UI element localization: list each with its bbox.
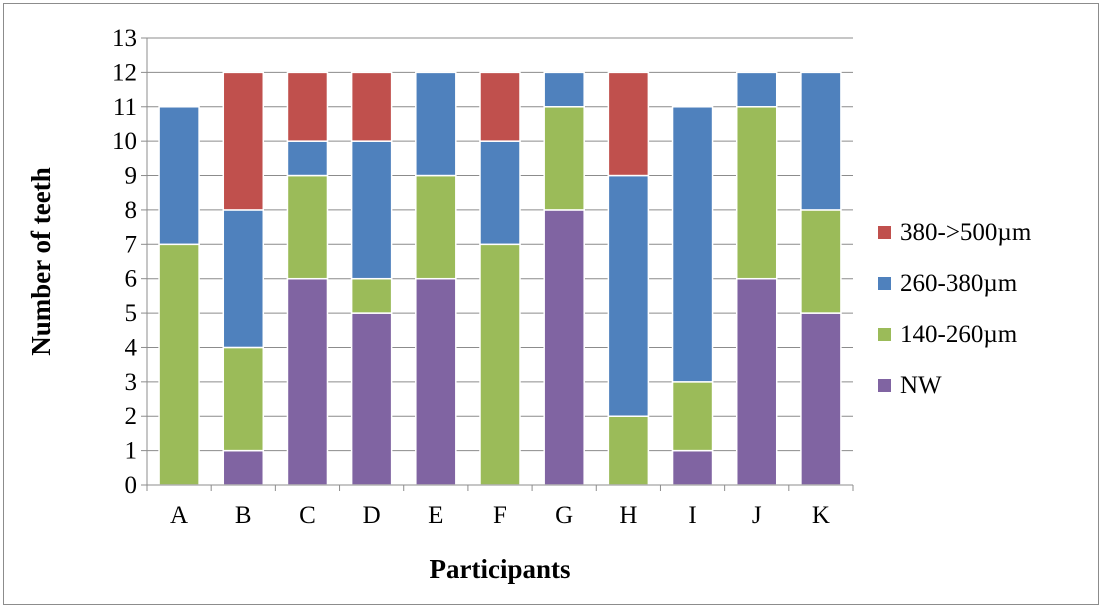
bar-segment (222, 346, 265, 452)
bar-segment (607, 71, 650, 177)
bar-segment (671, 449, 714, 486)
y-tick-label: 13 (112, 25, 137, 52)
bar-segment (415, 71, 457, 177)
legend: 380->500µm 260-380µm 140-260µm NW (878, 219, 1032, 399)
bar-segment (607, 415, 650, 486)
y-tick-label: 7 (125, 231, 138, 258)
x-tick-label: K (812, 502, 830, 529)
x-tick-label: G (555, 502, 573, 529)
bar-segment (735, 71, 778, 108)
legend-swatch (878, 379, 891, 392)
bar-segment (158, 243, 200, 486)
y-tick-label: 10 (112, 128, 137, 155)
x-tick-label: J (752, 502, 762, 529)
x-tick-label: D (363, 502, 381, 529)
x-tick-label: C (299, 502, 316, 529)
bar-segment (158, 106, 200, 246)
bar-segment (735, 106, 778, 280)
bars (158, 71, 842, 486)
bar-segment (222, 71, 265, 211)
bar-segment (479, 71, 521, 142)
bar-segment (543, 106, 585, 211)
y-tick-label: 12 (112, 59, 137, 86)
y-tick-label: 5 (125, 300, 138, 327)
bar-segment (222, 209, 265, 349)
y-tick-label: 1 (125, 438, 138, 465)
x-tick-labels: A B C D E F G H I J K (170, 502, 830, 529)
bar-segment (479, 140, 521, 246)
bar-segment (286, 71, 329, 142)
bar-segment (350, 277, 393, 314)
x-axis-title: Participants (430, 554, 571, 584)
legend-label: 260-380µm (900, 270, 1018, 297)
x-tick-label: E (428, 502, 443, 529)
bar-segment (415, 277, 457, 486)
y-tick-label: 9 (125, 163, 138, 190)
y-tick-label: 2 (125, 403, 138, 430)
axes (141, 37, 854, 491)
x-tick-label: F (493, 502, 507, 529)
bar-segment (286, 277, 329, 486)
bar-segment (415, 174, 457, 280)
legend-swatch (878, 277, 891, 290)
y-tick-label: 6 (125, 266, 138, 293)
x-tick-label: B (235, 502, 252, 529)
bar-segment (286, 140, 329, 177)
bar-segment (543, 209, 585, 486)
y-tick-label: 0 (125, 472, 138, 499)
x-tick-label: A (170, 502, 188, 529)
bar-segment (671, 381, 714, 452)
bar-segment (800, 209, 842, 314)
y-tick-label: 4 (125, 334, 138, 361)
bar-segment (479, 243, 521, 486)
bar-segment (350, 140, 393, 280)
y-tick-label: 8 (125, 197, 138, 224)
bar-segment (607, 174, 650, 417)
legend-label: 140-260µm (900, 321, 1018, 348)
legend-label: 380->500µm (900, 219, 1032, 246)
legend-swatch (878, 226, 891, 239)
x-tick-label: I (688, 502, 696, 529)
y-axis-title: Number of teeth (26, 167, 56, 355)
bar-segment (800, 312, 842, 486)
bar-segment (543, 71, 585, 108)
bar-segment (735, 277, 778, 486)
x-tick-label: H (619, 502, 637, 529)
bar-segment (222, 449, 265, 486)
bar-segment (671, 106, 714, 383)
y-tick-label: 3 (125, 369, 138, 396)
bar-segment (286, 174, 329, 280)
y-tick-label: 11 (113, 94, 137, 121)
legend-label: NW (900, 372, 942, 399)
bar-segment (800, 71, 842, 211)
bar-segment (350, 312, 393, 486)
bar-segment (350, 71, 393, 142)
legend-swatch (878, 328, 891, 341)
